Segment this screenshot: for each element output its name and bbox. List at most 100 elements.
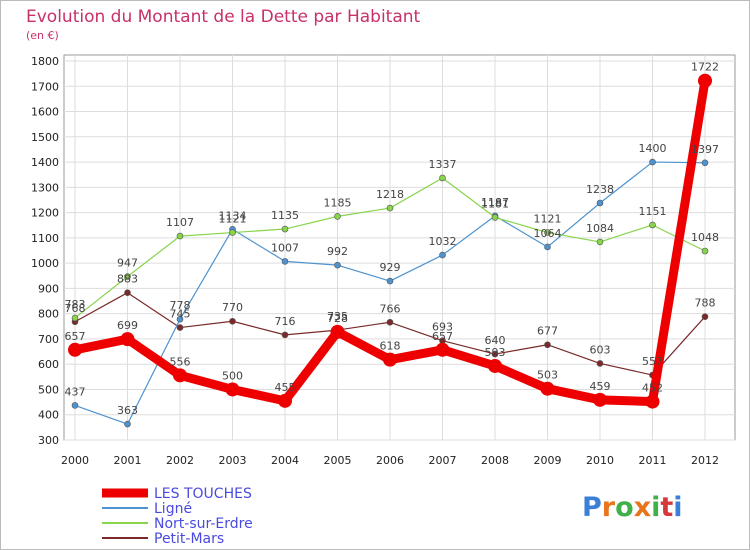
data-label: 768 (65, 302, 86, 315)
data-label: 1121 (219, 213, 247, 226)
legend-label: LES TOUCHES (154, 486, 252, 502)
data-label: 1722 (691, 61, 719, 74)
legend-label: Nort-sur-Erdre (154, 516, 253, 532)
y-tick-label: 1800 (31, 55, 59, 68)
data-label: 657 (432, 330, 453, 343)
data-label: 883 (117, 273, 138, 286)
data-label: 503 (537, 369, 558, 382)
data-label: 766 (380, 302, 401, 315)
data-point (229, 229, 236, 236)
data-label: 788 (695, 297, 716, 310)
x-tick-label: 2002 (166, 454, 194, 467)
data-point (701, 313, 709, 320)
data-point (596, 199, 604, 207)
data-point (698, 73, 712, 88)
y-tick-label: 700 (38, 333, 59, 346)
data-point (386, 277, 394, 285)
data-point (701, 159, 709, 167)
y-tick-label: 1100 (31, 232, 59, 245)
chart-subtitle: (en €) (26, 29, 59, 42)
data-point (71, 314, 79, 322)
gridlines (63, 54, 736, 441)
data-point (176, 315, 184, 323)
data-point (540, 381, 555, 396)
data-label: 716 (275, 315, 296, 328)
data-label: 363 (117, 404, 138, 417)
axes: 300 400 500 600 700 800 900 1000 1100 1200 1300 140… (31, 55, 719, 467)
legend-label: Ligné (154, 501, 192, 517)
data-label: 1135 (271, 209, 299, 222)
data-point (701, 247, 709, 255)
data-point (120, 332, 135, 347)
data-label: 693 (432, 321, 453, 334)
data-label: 557 (642, 355, 663, 368)
data-point (281, 225, 289, 233)
x-tick-label: 2000 (61, 454, 89, 467)
data-point (649, 158, 656, 166)
data-point (225, 382, 240, 397)
data-point (124, 289, 131, 296)
data-point (68, 342, 82, 357)
y-tick-label: 1500 (31, 131, 59, 144)
x-tick-label: 2011 (639, 454, 667, 467)
chart-title: Evolution du Montant de la Dette par Hab… (26, 7, 421, 27)
logo-letter: i (673, 492, 682, 523)
data-label: 699 (117, 319, 138, 332)
data-label: 1400 (639, 142, 667, 155)
logo-letter: x (634, 492, 651, 523)
data-label: 728 (327, 312, 348, 325)
data-label: 1337 (429, 158, 457, 171)
x-tick-label: 2012 (691, 454, 719, 467)
data-label: 992 (327, 245, 348, 258)
data-label: 735 (327, 310, 348, 323)
data-point (334, 261, 341, 269)
y-tick-label: 1000 (31, 257, 59, 270)
data-point (544, 243, 551, 251)
proxiti-logo: Proxiti (582, 492, 683, 523)
data-point (124, 420, 131, 428)
data-label: 455 (275, 381, 296, 394)
data-label: 947 (117, 257, 138, 270)
data-label: 1107 (166, 216, 194, 229)
data-point (278, 393, 292, 408)
logo-letter: t (660, 492, 673, 523)
data-point (386, 204, 394, 212)
x-tick-label: 2010 (586, 454, 614, 467)
data-label: 593 (485, 346, 506, 359)
data-label: 1007 (271, 241, 299, 254)
y-tick-label: 1400 (31, 156, 59, 169)
y-tick-label: 1200 (31, 207, 59, 220)
x-tick-label: 2006 (376, 454, 404, 467)
data-label: 556 (170, 355, 191, 368)
data-label: 618 (380, 340, 401, 353)
data-label: 640 (485, 334, 506, 347)
data-label: 783 (65, 298, 86, 311)
y-tick-label: 900 (38, 282, 59, 295)
data-point (596, 360, 604, 367)
logo-letter: i (651, 492, 660, 523)
series-lines (68, 73, 712, 428)
data-label: 452 (642, 382, 663, 395)
data-point (439, 251, 446, 259)
data-point (435, 342, 450, 357)
data-label: 1151 (639, 205, 667, 218)
x-tick-label: 2001 (114, 454, 142, 467)
y-tick-label: 1700 (31, 80, 59, 93)
data-label: 1084 (586, 222, 614, 235)
x-tick-label: 2007 (429, 454, 457, 467)
data-point (173, 368, 187, 383)
data-point (229, 317, 236, 325)
data-point (124, 273, 131, 280)
data-label: 1187 (481, 196, 509, 209)
data-point (439, 174, 446, 182)
data-labels: 657 699 556 500 455 728 618 657 593 503 459 452 1722… (65, 61, 720, 417)
data-label: 437 (65, 385, 86, 398)
data-point (383, 352, 397, 367)
y-tick-label: 800 (38, 308, 59, 321)
data-label: 1064 (534, 227, 562, 240)
data-label: 745 (170, 308, 191, 321)
